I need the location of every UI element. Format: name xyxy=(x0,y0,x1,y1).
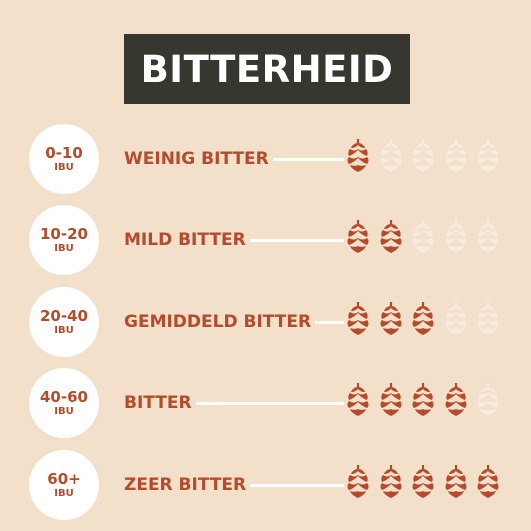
connector-line xyxy=(195,401,344,405)
bitterness-label: GEMIDDELD BITTER xyxy=(124,312,312,332)
hop-cone-icon-empty xyxy=(476,139,500,173)
bitterness-label-group: GEMIDDELD BITTER xyxy=(124,311,345,333)
ibu-unit: IBU xyxy=(54,405,74,417)
ibu-badge: 20-40 IBU xyxy=(29,287,99,357)
page-title: BITTERHEID xyxy=(140,47,394,91)
hop-cone-icon-filled xyxy=(444,383,468,417)
bitterness-row: 10-20 IBU MILD BITTER xyxy=(0,205,531,279)
hop-cone-icon-empty xyxy=(476,302,500,336)
hop-cone-icon-filled xyxy=(411,465,435,499)
ibu-range: 0-10 xyxy=(45,143,83,162)
hop-cone-icon-filled xyxy=(444,465,468,499)
ibu-unit: IBU xyxy=(54,487,74,499)
hop-cone-icon-filled xyxy=(346,465,370,499)
ibu-badge: 0-10 IBU xyxy=(29,124,99,194)
hop-cone-icon-filled xyxy=(379,383,403,417)
ibu-range: 20-40 xyxy=(40,306,88,325)
hop-cone-icon-filled xyxy=(346,139,370,173)
connector-line xyxy=(272,157,344,161)
bitterness-label: BITTER xyxy=(124,393,192,413)
bitterness-label-group: BITTER xyxy=(124,392,344,414)
hop-rating xyxy=(346,465,509,499)
bitterness-label-group: WEINIG BITTER xyxy=(124,148,344,170)
hop-cone-icon-filled xyxy=(379,465,403,499)
bitterness-label-group: MILD BITTER xyxy=(124,229,344,251)
hop-cone-icon-empty xyxy=(379,139,403,173)
bitterness-label: ZEER BITTER xyxy=(124,475,247,495)
hop-cone-icon-filled xyxy=(411,383,435,417)
hop-cone-icon-empty xyxy=(444,220,468,254)
hop-cone-icon-empty xyxy=(444,139,468,173)
bitterness-row: 60+ IBU ZEER BITTER xyxy=(0,450,531,524)
ibu-badge: 40-60 IBU xyxy=(29,368,99,438)
ibu-badge: 10-20 IBU xyxy=(29,205,99,275)
bitterness-row: 20-40 IBU GEMIDDELD BITTER xyxy=(0,287,531,361)
title-banner: BITTERHEID xyxy=(124,34,410,104)
bitterness-label: MILD BITTER xyxy=(124,230,246,250)
hop-cone-icon-empty xyxy=(476,220,500,254)
hop-cone-icon-empty xyxy=(411,139,435,173)
hop-cone-icon-empty xyxy=(476,383,500,417)
ibu-badge: 60+ IBU xyxy=(29,450,99,520)
hop-cone-icon-filled xyxy=(346,302,370,336)
ibu-unit: IBU xyxy=(54,324,74,336)
connector-line xyxy=(250,483,345,487)
connector-line xyxy=(315,320,345,324)
hop-cone-icon-empty xyxy=(411,220,435,254)
hop-cone-icon-empty xyxy=(444,302,468,336)
hop-rating xyxy=(346,383,509,417)
bitterness-label-group: ZEER BITTER xyxy=(124,474,345,496)
hop-rating xyxy=(346,302,509,336)
ibu-unit: IBU xyxy=(54,242,74,254)
ibu-range: 60+ xyxy=(47,469,81,488)
ibu-range: 10-20 xyxy=(40,224,88,243)
ibu-range: 40-60 xyxy=(40,387,88,406)
hop-cone-icon-filled xyxy=(411,302,435,336)
hop-cone-icon-filled xyxy=(379,220,403,254)
hop-cone-icon-filled xyxy=(346,220,370,254)
bitterness-row: 40-60 IBU BITTER xyxy=(0,368,531,442)
hop-rating xyxy=(346,139,509,173)
hop-cone-icon-filled xyxy=(476,465,500,499)
hop-rating xyxy=(346,220,509,254)
bitterness-label: WEINIG BITTER xyxy=(124,149,269,169)
hop-cone-icon-filled xyxy=(379,302,403,336)
bitterness-row: 0-10 IBU WEINIG BITTER xyxy=(0,124,531,198)
hop-cone-icon-filled xyxy=(346,383,370,417)
ibu-unit: IBU xyxy=(54,161,74,173)
connector-line xyxy=(249,238,344,242)
